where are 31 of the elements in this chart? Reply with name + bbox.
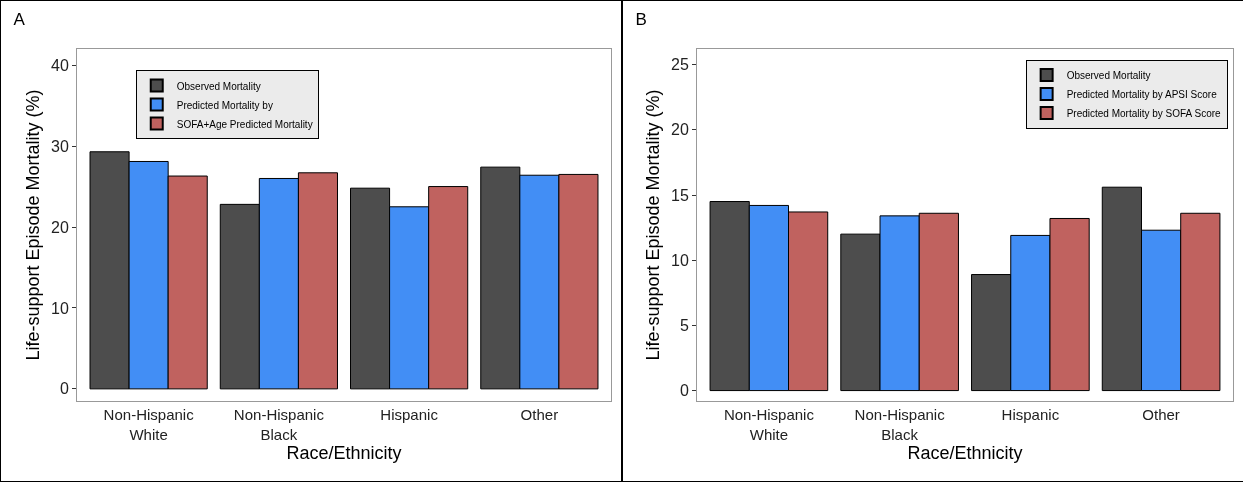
x-tick-label: Other: [520, 406, 559, 423]
y-tick-label: 10: [51, 299, 69, 317]
legend-label: SOFA+Age Predicted Mortality: [176, 118, 313, 130]
y-tick-label: 10: [671, 251, 689, 269]
y-tick-label: 20: [671, 121, 689, 139]
x-axis-title: Race/Ethnicity: [286, 442, 402, 463]
y-tick-label: 30: [51, 137, 69, 155]
y-tick-label: 20: [51, 218, 69, 236]
legend-label: Observed Mortality: [1066, 69, 1151, 81]
legend-label: Predicted Mortality by: [176, 99, 273, 111]
legend-label: Predicted Mortality by SOFA Score: [1066, 107, 1222, 119]
y-axis-title: Life-support Episode Mortality (%): [23, 89, 44, 361]
x-tick-label: Non-Hispanic White: [103, 406, 195, 443]
y-tick-label: 5: [679, 316, 689, 334]
chart-title: B: [635, 9, 647, 29]
y-tick-label: 15: [671, 186, 689, 204]
y-tick-label: 25: [671, 56, 689, 74]
y-tick-label: 0: [59, 380, 69, 398]
x-tick-label: Non-Hispanic White: [723, 406, 815, 443]
y-tick-label: 0: [679, 382, 689, 400]
x-tick-label: Non-Hispanic Black: [233, 406, 325, 443]
x-tick-label: Hispanic: [380, 406, 439, 423]
x-tick-label: Non-Hispanic Black: [854, 406, 946, 443]
x-axis-title: Race/Ethnicity: [907, 442, 1023, 463]
x-tick-label: Hispanic: [1001, 406, 1060, 423]
chart-title: A: [13, 9, 26, 29]
y-axis-title: Life-support Episode Mortality (%): [643, 89, 664, 361]
y-tick-label: 40: [51, 56, 69, 74]
x-tick-label: Other: [1142, 406, 1180, 423]
legend-label: Predicted Mortality by APSI Score: [1066, 88, 1218, 100]
legend-label: Observed Mortality: [176, 80, 261, 92]
